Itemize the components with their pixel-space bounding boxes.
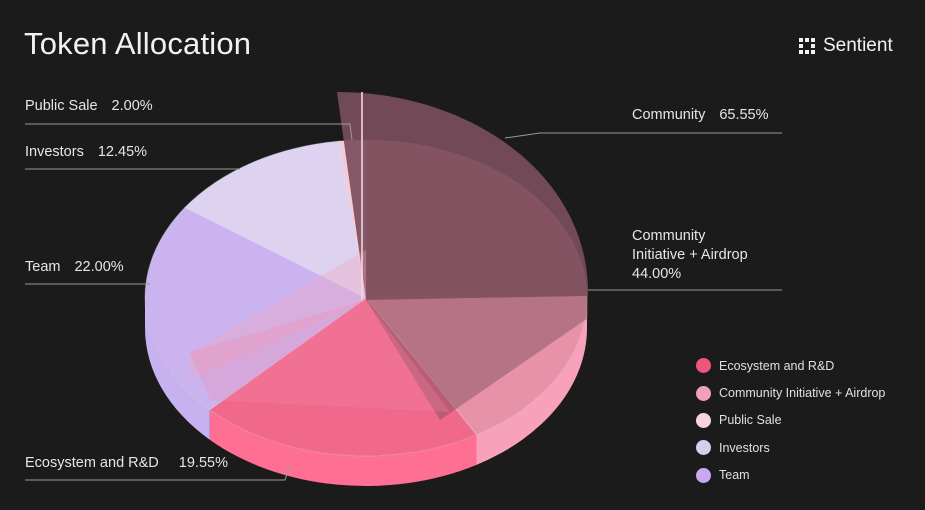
sentient-logo-icon (799, 38, 815, 54)
label-team: Team 22.00% (25, 259, 124, 275)
legend-item: Public Sale (696, 407, 885, 434)
pie-glass-slab (190, 250, 366, 380)
legend-label: Team (719, 468, 750, 483)
legend-swatch (696, 467, 711, 483)
label-team-name: Team (25, 259, 61, 275)
page-title: Token Allocation (24, 26, 252, 61)
legend-item: Ecosystem and R&D (696, 352, 885, 379)
pie-slice-community-overlay (337, 92, 589, 300)
brand-logo: Sentient (798, 35, 893, 57)
pie-slice-side (476, 298, 587, 465)
legend-item: Community Initiative + Airdrop (696, 379, 885, 406)
leader-community (504, 132, 782, 139)
legend-label: Public Sale (719, 413, 782, 428)
label-community-value: 65.55% (719, 107, 769, 123)
label-investors-value: 12.45% (97, 144, 148, 160)
pie-slice-side (209, 409, 477, 487)
label-team-value: 22.00% (74, 259, 124, 275)
label-investors: Investors 12.45% (25, 144, 147, 160)
label-public-sale-value: 2.00% (111, 98, 153, 114)
legend-label: Investors (719, 440, 770, 455)
leader-ecosystem (25, 464, 291, 481)
label-initiative-line2: Initiative + Airdrop (632, 247, 748, 263)
pie-slice-ecosystem (208, 297, 478, 457)
label-public-sale: Public Sale 2.00% (25, 98, 153, 114)
label-community-name: Community (632, 107, 706, 123)
legend-label: Ecosystem and R&D (719, 358, 835, 373)
label-ecosystem-name: Ecosystem and R&D (25, 455, 159, 471)
label-ecosystem: Ecosystem and R&D 19.55% (25, 455, 228, 471)
label-ecosystem-value: 19.55% (178, 455, 228, 471)
legend-swatch (696, 358, 711, 374)
legend-item: Investors (696, 434, 885, 461)
legend-swatch (696, 385, 711, 401)
pie-slice-investors (184, 140, 367, 299)
pie-slice-team (144, 206, 367, 411)
legend-swatch (696, 440, 711, 456)
brand-name: Sentient (823, 35, 893, 56)
chart-legend: Ecosystem and R&D Community Initiative +… (696, 352, 885, 489)
leader-public-sale (25, 123, 353, 141)
label-community-initiative: Community Initiative + Airdrop 44.00% (632, 227, 748, 284)
legend-item: Team (696, 462, 885, 489)
label-community: Community 65.55% (632, 107, 769, 123)
label-initiative-value: 44.00% (632, 266, 682, 282)
legend-label: Community Initiative + Airdrop (719, 386, 886, 401)
label-initiative-line1: Community (632, 228, 706, 244)
pie-slice-side (145, 298, 210, 440)
label-public-sale-name: Public Sale (25, 98, 98, 114)
pie-glass-slab-lower (190, 300, 450, 412)
legend-swatch (696, 412, 711, 428)
pie-slice-community-overlay-face (366, 296, 588, 420)
label-investors-name: Investors (25, 144, 84, 160)
